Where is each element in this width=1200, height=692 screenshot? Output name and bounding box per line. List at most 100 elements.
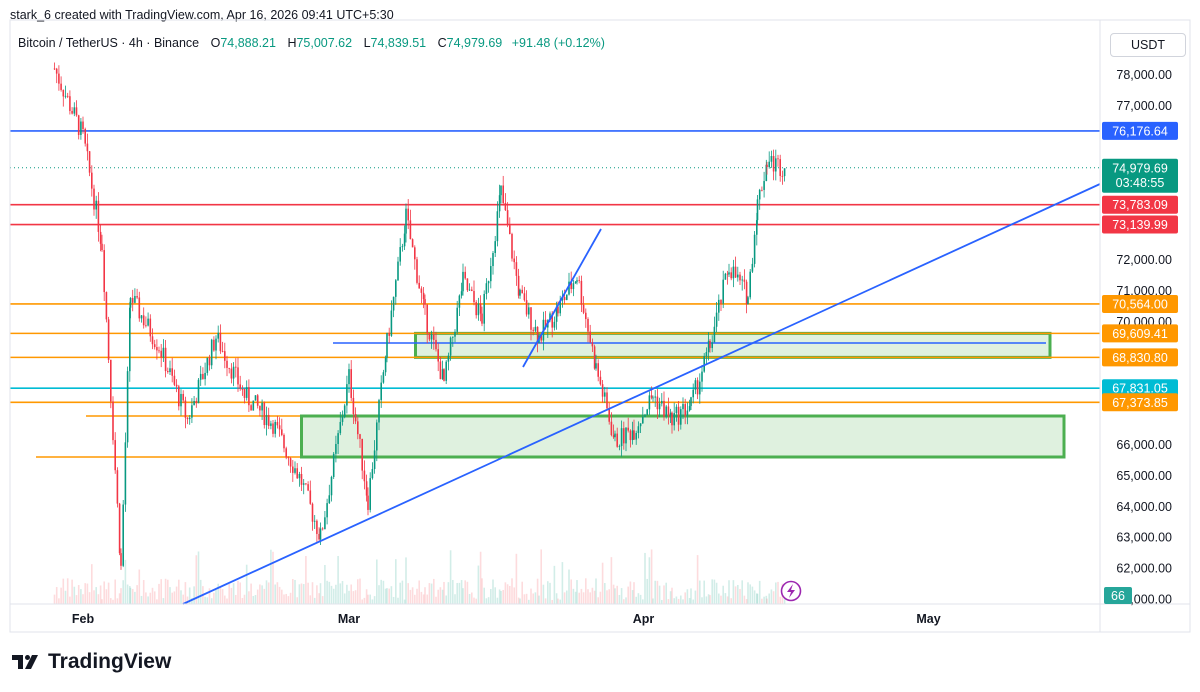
- candle-body: [635, 432, 637, 440]
- volume-bar: [642, 599, 644, 604]
- candle-body: [593, 346, 596, 369]
- volume-bar: [369, 594, 371, 604]
- volume-bar: [604, 583, 606, 604]
- candle-body: [466, 278, 469, 291]
- candle-body: [380, 382, 382, 401]
- candle-body: [142, 315, 145, 326]
- candle-body: [93, 188, 95, 210]
- volume-bar: [184, 582, 187, 604]
- volume-bar: [359, 578, 361, 604]
- tradingview-logo[interactable]: TradingView: [12, 650, 171, 674]
- candle-body: [191, 405, 193, 418]
- volume-bar: [761, 598, 763, 604]
- volume-bar: [692, 599, 694, 604]
- candle-body: [485, 283, 488, 294]
- candle-body: [726, 273, 729, 275]
- candle-body: [250, 405, 252, 411]
- volume-bar: [452, 579, 454, 604]
- candle-body: [363, 470, 366, 482]
- candle-body: [357, 421, 359, 435]
- candle-body: [637, 426, 640, 433]
- candle-body: [283, 434, 285, 449]
- candle-body: [300, 473, 303, 485]
- volume-bar: [572, 588, 575, 604]
- volume-bar: [441, 589, 444, 604]
- volume-bar: [213, 592, 215, 604]
- volume-bar: [745, 599, 748, 604]
- level-price-label: 70,564.00: [1112, 297, 1168, 311]
- candle-body: [348, 369, 350, 385]
- level-price-label-bg: [1102, 294, 1178, 313]
- candle-body: [574, 281, 577, 284]
- volume-bar: [188, 587, 191, 604]
- volume-bar: [428, 583, 431, 604]
- volume-bar: [494, 587, 496, 604]
- candle-body: [500, 185, 502, 196]
- candle-body: [473, 290, 475, 303]
- volume-bars: [53, 549, 786, 604]
- volume-bar: [765, 595, 768, 604]
- volume-bar: [248, 591, 250, 604]
- volume-bar: [447, 582, 450, 604]
- candle-body: [555, 306, 558, 322]
- volume-bar: [180, 590, 182, 604]
- candle-body: [230, 368, 233, 379]
- low-value: 74,839.51: [370, 36, 427, 50]
- volume-bar: [734, 586, 737, 604]
- volume-bar: [382, 580, 385, 604]
- volume-bar: [84, 583, 86, 604]
- candle-body: [95, 200, 97, 210]
- candle-body: [167, 371, 169, 373]
- candle-body: [276, 421, 279, 426]
- candle-body: [140, 315, 143, 319]
- candle-body: [705, 352, 708, 357]
- candle-body: [235, 366, 237, 368]
- candle-body: [99, 231, 102, 244]
- candle-body: [369, 478, 371, 510]
- candle-body: [64, 95, 67, 97]
- candle-body: [758, 189, 761, 200]
- volume-bar: [644, 552, 646, 604]
- volume-bar: [138, 569, 141, 604]
- volume-bar: [352, 591, 355, 604]
- volume-bar: [553, 565, 556, 604]
- candle-body: [525, 300, 528, 315]
- y-tick-label: 65,000.00: [1116, 469, 1172, 483]
- candle-body: [426, 304, 428, 334]
- volume-bar: [665, 582, 667, 604]
- candle-body: [399, 247, 401, 262]
- candle-body: [169, 368, 171, 373]
- volume-bar: [256, 589, 259, 604]
- volume-bar: [241, 597, 244, 604]
- volume-bar: [673, 598, 675, 604]
- candle-body: [197, 379, 200, 404]
- volume-bar: [610, 557, 613, 604]
- volume-bar: [204, 596, 206, 604]
- volume-bar: [654, 580, 656, 604]
- y-tick-label: 77,000.00: [1116, 99, 1172, 113]
- currency-button[interactable]: USDT: [1110, 33, 1186, 57]
- volume-bar: [160, 579, 162, 604]
- candle-body: [354, 414, 357, 422]
- candle-body: [511, 234, 513, 259]
- volume-bar: [164, 578, 167, 604]
- candle-body: [298, 473, 301, 479]
- volume-bar: [684, 592, 686, 604]
- candle-body: [601, 384, 604, 397]
- candle-body: [386, 332, 388, 358]
- candle-body: [180, 393, 182, 407]
- candle-body: [382, 372, 385, 383]
- volume-bar: [276, 582, 279, 604]
- volume-bar: [388, 588, 390, 604]
- candle-body: [430, 334, 433, 340]
- volume-bar: [618, 594, 621, 604]
- candle-body: [585, 312, 587, 320]
- volume-bar: [633, 582, 635, 604]
- volume-bar: [173, 591, 176, 604]
- symbol-name[interactable]: Bitcoin / TetherUS · 4h · Binance: [18, 36, 200, 50]
- volume-bar: [71, 579, 73, 604]
- volume-bar: [779, 596, 781, 604]
- last-price-badge: [1102, 158, 1178, 193]
- volume-bar: [485, 598, 488, 604]
